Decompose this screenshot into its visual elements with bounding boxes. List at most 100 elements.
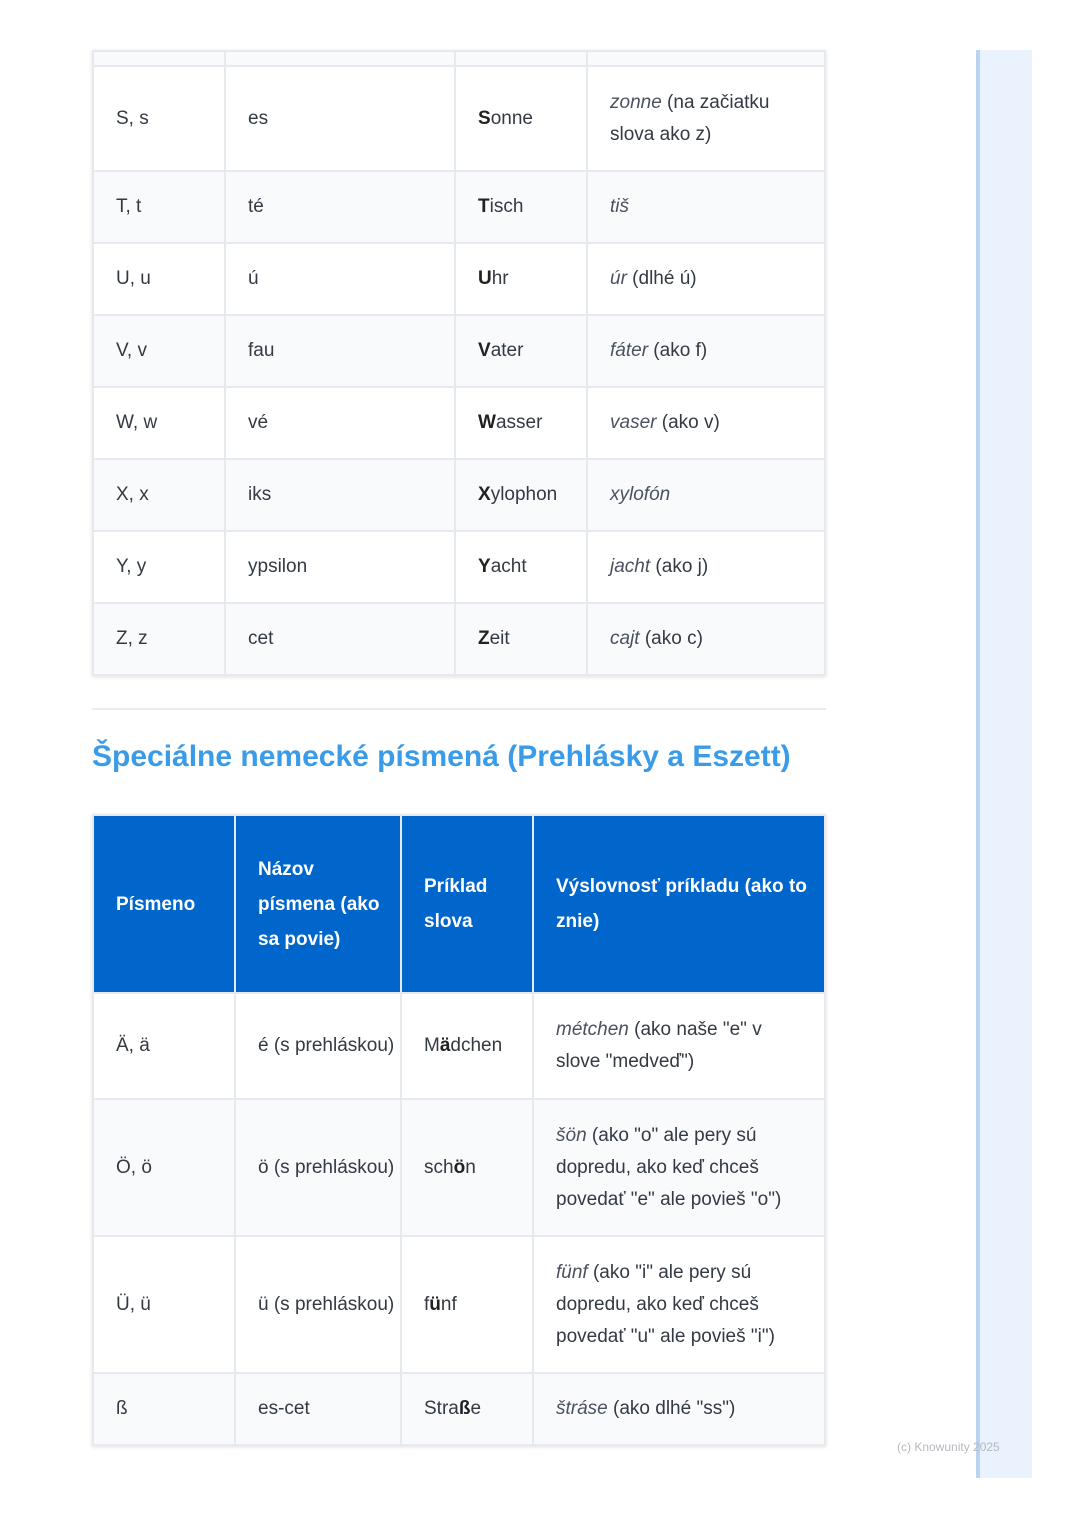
- cell-name: es: [224, 65, 456, 172]
- pronunciation-rest: (ako "i" ale pery sú dopredu, ako keď ch…: [556, 1261, 775, 1347]
- pronunciation-italic: vaser: [610, 412, 657, 433]
- cell-example: Tisch: [454, 170, 588, 244]
- pronunciation-italic: xylofón: [610, 484, 671, 505]
- pronunciation-italic: zonne: [610, 91, 662, 113]
- cell-name: té: [224, 170, 456, 244]
- cell-example: Mädchen: [400, 992, 534, 1100]
- cell-example: Yacht: [454, 530, 588, 604]
- header-example: Príklad slova: [400, 814, 534, 994]
- example-pre: M: [424, 1035, 440, 1056]
- cell-name: [224, 50, 456, 67]
- example-highlight: Y: [478, 556, 491, 577]
- pronunciation-italic: métchen: [556, 1019, 629, 1040]
- cell-example: Straße: [400, 1372, 534, 1446]
- example-highlight: X: [478, 484, 491, 505]
- side-panel: [976, 50, 1032, 1478]
- example-post: nf: [440, 1293, 457, 1315]
- table-row: S, s es Sonne zonne (na začiatku slova ako …: [92, 65, 826, 172]
- example-pre: sch: [424, 1156, 454, 1178]
- header-letter: Písmeno: [92, 814, 236, 994]
- example-post: isch: [489, 196, 524, 217]
- cell-pronunciation: [586, 50, 826, 67]
- example-highlight: V: [478, 340, 491, 361]
- pronunciation-italic: fünf: [556, 1261, 588, 1283]
- pronunciation-italic: úr: [610, 268, 627, 289]
- pronunciation-rest: (ako naše "e" v slove "medveď"): [556, 1019, 762, 1072]
- table-row: ß es-cet Straße štráse (ako dlhé "ss"): [92, 1372, 826, 1446]
- cell-example: Vater: [454, 314, 588, 388]
- example-highlight: ö: [453, 1156, 466, 1178]
- example-highlight: U: [478, 268, 492, 289]
- cell-name: vé: [224, 386, 456, 460]
- cell-letter: Ä, ä: [92, 992, 236, 1100]
- cell-example: [454, 50, 588, 67]
- example-post: dchen: [450, 1035, 503, 1056]
- pronunciation-rest: (na začiatku slova ako z): [610, 91, 770, 145]
- cell-example: Xylophon: [454, 458, 588, 532]
- example-post: asser: [495, 412, 543, 433]
- example-post: eit: [489, 628, 510, 649]
- cell-example: schön: [400, 1098, 534, 1237]
- example-post: e: [470, 1398, 482, 1419]
- pronunciation-italic: tiš: [610, 196, 629, 217]
- cell-pronunciation: tiš: [586, 170, 826, 244]
- table-row: X, x iks Xylophon xylofón: [92, 458, 826, 532]
- example-pre: f: [424, 1293, 430, 1315]
- pronunciation-rest: (ako dlhé "ss"): [607, 1398, 736, 1419]
- pronunciation-italic: cajt: [610, 628, 640, 649]
- cell-example: Wasser: [454, 386, 588, 460]
- section-title: Špeciálne nemecké písmená (Prehlásky a E…: [92, 740, 791, 773]
- example-highlight: Z: [478, 628, 490, 649]
- example-highlight: W: [478, 412, 496, 433]
- table-row: U, u ú Uhr úr (dlhé ú): [92, 242, 826, 316]
- table-row: W, w vé Wasser vaser (ako v): [92, 386, 826, 460]
- cell-pronunciation: štráse (ako dlhé "ss"): [532, 1372, 826, 1446]
- cell-name: fau: [224, 314, 456, 388]
- cell-name: é (s prehláskou): [234, 992, 402, 1100]
- cell-name: ö (s prehláskou): [234, 1098, 402, 1237]
- pronunciation-rest: (ako v): [656, 412, 720, 433]
- example-post: n: [465, 1156, 476, 1178]
- cell-letter: U, u: [92, 242, 226, 316]
- cell-name: es-cet: [234, 1372, 402, 1446]
- cell-pronunciation: jacht (ako j): [586, 530, 826, 604]
- cell-pronunciation: cajt (ako c): [586, 602, 826, 676]
- cell-letter: Ü, ü: [92, 1235, 236, 1374]
- example-highlight: T: [478, 196, 490, 217]
- cell-letter: Z, z: [92, 602, 226, 676]
- table-row: Y, y ypsilon Yacht jacht (ako j): [92, 530, 826, 604]
- cell-example: Uhr: [454, 242, 588, 316]
- cell-letter: X, x: [92, 458, 226, 532]
- cell-letter: Ö, ö: [92, 1098, 236, 1237]
- example-post: ater: [490, 340, 524, 361]
- example-highlight: S: [478, 107, 491, 129]
- cell-example: Sonne: [454, 65, 588, 172]
- cell-pronunciation: vaser (ako v): [586, 386, 826, 460]
- example-highlight: ä: [439, 1035, 451, 1056]
- example-post: acht: [490, 556, 527, 577]
- cell-letter: W, w: [92, 386, 226, 460]
- cell-pronunciation: métchen (ako naše "e" v slove "medveď"): [532, 992, 826, 1100]
- pronunciation-italic: štráse: [556, 1398, 608, 1419]
- cell-pronunciation: xylofón: [586, 458, 826, 532]
- pronunciation-italic: jacht: [610, 556, 651, 577]
- cell-letter: T, t: [92, 170, 226, 244]
- cell-pronunciation: zonne (na začiatku slova ako z): [586, 65, 826, 172]
- cell-pronunciation: fáter (ako f): [586, 314, 826, 388]
- cell-pronunciation: fünf (ako "i" ale pery sú dopredu, ako k…: [532, 1235, 826, 1374]
- special-letters-table: Písmeno Názov písmena (ako sa povie) Prí…: [92, 814, 826, 1446]
- cell-name: ú: [224, 242, 456, 316]
- table-header-row: Písmeno Názov písmena (ako sa povie) Prí…: [92, 814, 826, 994]
- pronunciation-rest: (dlhé ú): [626, 268, 697, 289]
- pronunciation-rest: (ako j): [650, 556, 709, 577]
- cell-name: ü (s prehláskou): [234, 1235, 402, 1374]
- cell-letter: S, s: [92, 65, 226, 172]
- example-post: hr: [491, 268, 509, 289]
- header-pronunciation: Výslovnosť príkladu (ako to znie): [532, 814, 826, 994]
- cell-letter: V, v: [92, 314, 226, 388]
- cell-letter: [92, 50, 226, 67]
- cell-name: cet: [224, 602, 456, 676]
